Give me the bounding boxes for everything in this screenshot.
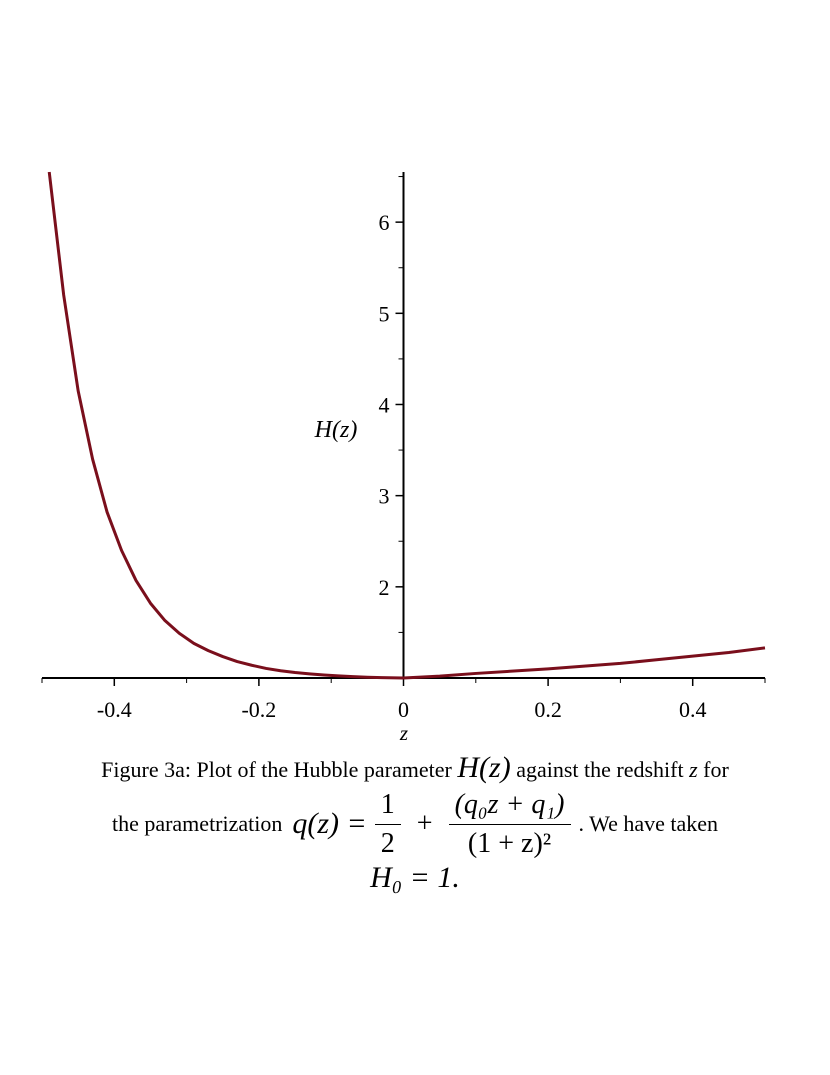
y-tick-label-1: 3 (379, 484, 390, 509)
y-tick-label-0: 2 (379, 575, 390, 600)
caption-z: z (689, 757, 698, 782)
caption-hz: H(z) (457, 751, 511, 784)
caption-line2-end: . We have taken (578, 810, 719, 836)
plus-sign: + (416, 808, 433, 840)
fraction-q-term-numerator: (q₀z + q₁) (448, 788, 571, 825)
ticks (41, 176, 766, 686)
caption-line2-start: the parametrization (111, 810, 283, 836)
x-tick-label-4: 0.4 (679, 697, 707, 722)
series-line-hubble (47, 171, 766, 680)
figure-caption: Figure 3a: Plot of the Hubble parameter … (40, 750, 790, 896)
y-tick-label-4: 6 (379, 210, 390, 235)
x-tick-label-2: 0 (398, 697, 409, 722)
x-axis-label: z (399, 721, 408, 745)
x-tick-label-3: 0.2 (534, 697, 562, 722)
fraction-one-half: 1 2 (374, 788, 401, 860)
y-tick-label-2: 4 (379, 392, 390, 417)
y-tick-label-3: 5 (379, 301, 390, 326)
tick-labels: -0.4 -0.2 0 0.2 0.4 2 3 4 5 6 (97, 210, 707, 722)
x-tick-label-0: -0.4 (97, 697, 132, 722)
x-tick-label-1: -0.2 (241, 697, 276, 722)
fraction-q-term: (q₀z + q₁) (1 + z)² (448, 788, 571, 860)
caption-prefix: Figure 3a: Plot of the Hubble parameter (101, 757, 452, 782)
fraction-one-half-denominator: 2 (380, 827, 395, 859)
hubble-parameter-chart: -0.4 -0.2 0 0.2 0.4 2 3 4 5 6 H(z) z (41, 171, 766, 745)
caption-suffix: for (703, 757, 729, 782)
caption-equation-line: the parametrization q(z) = 1 2 + (q₀z + … (40, 788, 790, 860)
fraction-q-term-denominator: (1 + z)² (467, 827, 552, 859)
caption-q-lhs: q(z) = (292, 807, 367, 841)
y-axis-label: H(z) (314, 417, 358, 443)
caption-h0: H₀ = 1. (370, 861, 460, 895)
fraction-one-half-numerator: 1 (374, 788, 401, 825)
caption-line-1: Figure 3a: Plot of the Hubble parameter … (40, 750, 790, 786)
caption-middle: against the redshift (516, 757, 684, 782)
